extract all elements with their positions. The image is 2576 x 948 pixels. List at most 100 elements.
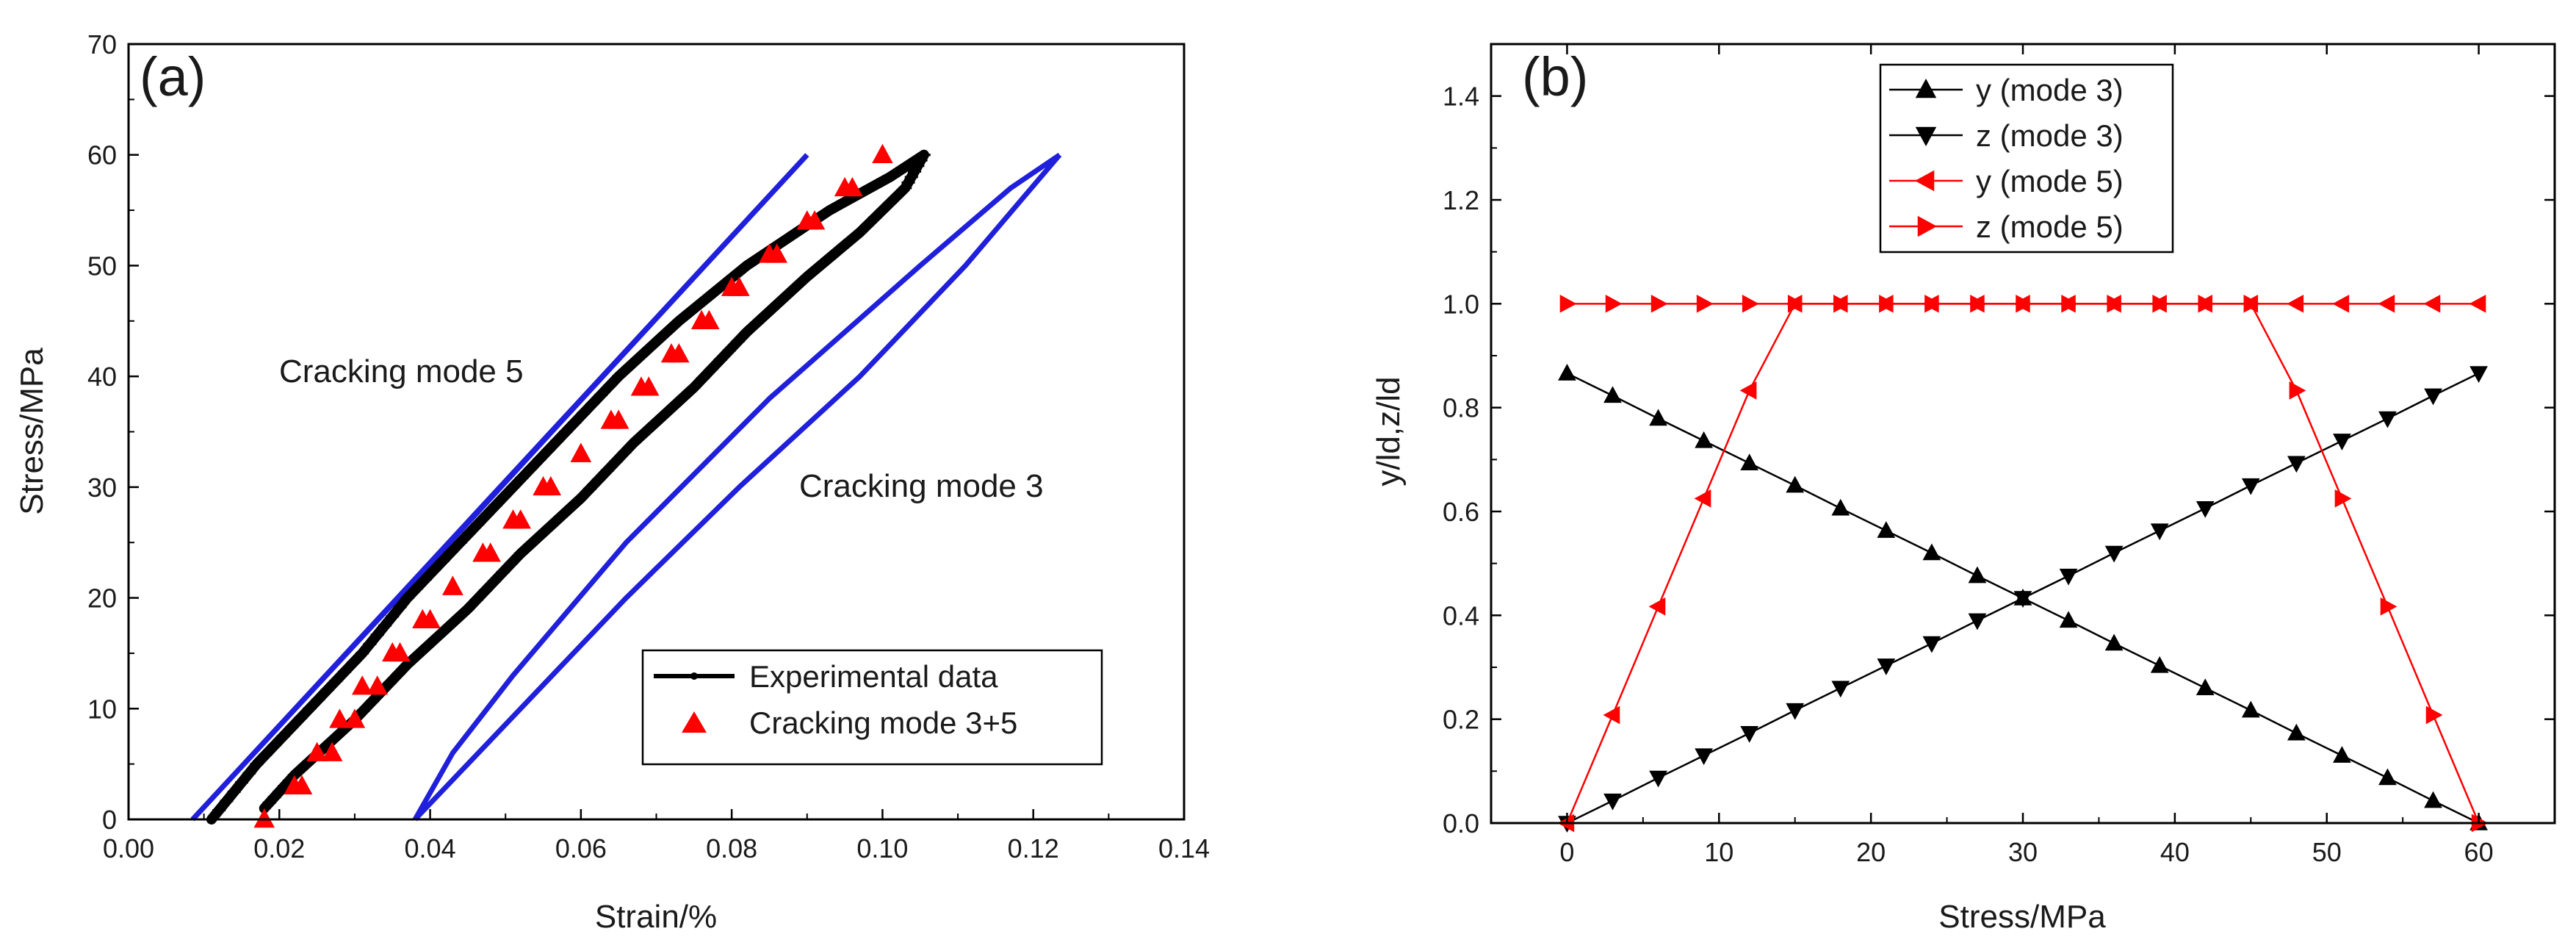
x-ticks-b: 0 10 20 30 40 50 60 <box>1490 44 2555 867</box>
series-marker-b-2 <box>2378 411 2397 428</box>
series-marker-b-2 <box>2241 478 2260 495</box>
y-tick-label-a: 50 <box>87 251 117 281</box>
cracking-mode-3-5-point <box>367 675 388 695</box>
series-marker-b-4 <box>1970 294 1987 313</box>
series-marker-b-1 <box>2378 768 2397 786</box>
series-marker-b-2 <box>1877 658 1896 675</box>
series-marker-b-2 <box>1603 793 1622 811</box>
series-marker-b-3 <box>2423 294 2441 313</box>
series-marker-b-2 <box>1649 770 1667 788</box>
series-marker-b-3 <box>1603 705 1620 725</box>
series-marker-b-2 <box>2059 568 2078 586</box>
series-marker-b-4 <box>1605 294 1623 313</box>
series-marker-b-4 <box>1787 294 1805 313</box>
series-marker-b-4 <box>2334 489 2352 508</box>
y-tick-label-a: 60 <box>87 140 117 170</box>
legend-b-label-3: y (mode 5) <box>1976 164 2124 198</box>
legend-box-a <box>641 649 1103 766</box>
series-marker-b-4 <box>2107 294 2124 313</box>
series-marker-b-4 <box>2425 705 2443 725</box>
y-tick-label-a: 70 <box>87 29 117 60</box>
series-marker-b-2 <box>1831 681 1850 698</box>
cracking-mode-3-5-point <box>533 475 554 496</box>
series-marker-b-2 <box>1740 725 1759 743</box>
series-marker-b-4 <box>2152 294 2170 313</box>
x-tick-label-a: 0.00 <box>103 833 154 863</box>
cracking-mode-5-unloading-line <box>190 153 809 822</box>
series-marker-b-2 <box>2424 388 2442 406</box>
x-tick-label-b: 0 <box>1559 837 1574 867</box>
x-tick-label-b: 30 <box>2008 837 2038 867</box>
panel-label-a: (a) <box>140 46 206 107</box>
cracking-mode-3-unloading-line <box>412 152 1061 821</box>
series-marker-b-4 <box>2289 381 2306 400</box>
cracking-mode-3-5-point <box>759 243 780 263</box>
series-marker-b-4 <box>1559 294 1577 313</box>
cracking-mode-3-5-point <box>872 143 893 163</box>
y-tick-label-b: 0.0 <box>1443 808 1479 839</box>
series-marker-b-2 <box>2013 591 2032 608</box>
series-marker-b-1 <box>2150 656 2169 673</box>
series-marker-b-4 <box>2016 294 2032 313</box>
y-tick-label-b: 0.8 <box>1443 393 1479 423</box>
legend-b-label-4: z (mode 5) <box>1976 209 2124 244</box>
x-tick-label-a: 0.10 <box>856 833 908 863</box>
legend-label-cracking-3-5: Cracking mode 3+5 <box>749 705 1017 740</box>
cracking-mode-3-5-point <box>834 176 856 197</box>
y-tick-label-a: 40 <box>87 362 117 392</box>
y-ticks-b: 0.0 0.2 0.4 0.6 0.8 1.0 1.2 1.4 <box>1443 82 2555 839</box>
annotation-cracking-mode-5: Cracking mode 5 <box>279 353 524 389</box>
x-axis-label-b: Stress/MPa <box>1938 899 2106 935</box>
cracking-mode-3-5-point <box>472 542 494 562</box>
y-tick-label-a: 30 <box>87 473 117 503</box>
x-tick-label-a: 0.04 <box>405 833 456 863</box>
x-tick-label-b: 10 <box>1704 837 1733 867</box>
legend-b-items: y (mode 3) z (mode 3) y (mode 5) z (mode 5) <box>1889 73 2124 244</box>
cracking-mode-3-5-point <box>321 741 343 761</box>
legend-b-label-2: z (mode 3) <box>1976 118 2124 153</box>
cracking-mode-3-5-point <box>690 309 712 330</box>
series-marker-b-3 <box>1648 597 1666 616</box>
x-tick-label-a: 0.12 <box>1008 833 1059 863</box>
series-marker-b-4 <box>2198 294 2215 313</box>
series-marker-b-1 <box>2287 723 2306 741</box>
cracking-mode-3-5-point <box>630 376 652 396</box>
y-tick-label-b: 1.2 <box>1443 185 1479 215</box>
cracking-mode-3-5-point <box>570 442 592 462</box>
series-marker-b-2 <box>2469 366 2488 384</box>
series-marker-b-1 <box>1831 498 1850 516</box>
cracking-mode-3-5-point <box>329 708 350 728</box>
x-tick-label-a: 0.06 <box>555 833 607 863</box>
y-tick-label-b: 0.6 <box>1443 497 1479 527</box>
y-tick-label-b: 1.4 <box>1443 82 1479 112</box>
series-marker-b-4 <box>2243 294 2261 313</box>
cracking-mode-3-5-point <box>284 775 306 795</box>
series-marker-b-1 <box>2104 633 2124 651</box>
cracking-mode-3-5-point <box>442 575 463 595</box>
series-marker-b-2 <box>2196 501 2215 518</box>
legend-b: y (mode 3) z (mode 3) y (mode 5) z (mode 5) <box>1879 63 2174 254</box>
x-tick-label-b: 60 <box>2464 837 2494 867</box>
series-line-b-4 <box>1567 303 2480 824</box>
series-marker-b-2 <box>2287 456 2306 473</box>
cracking-mode-3-5-point <box>382 642 403 662</box>
series-marker-b-4 <box>1879 294 1896 313</box>
series-marker-b-1 <box>2424 791 2442 808</box>
x-tick-label-a: 0.08 <box>706 833 757 863</box>
y-tick-label-a: 0 <box>102 805 117 835</box>
series-marker-b-3 <box>1694 489 1711 508</box>
series-marker-b-1 <box>1922 543 1941 561</box>
series-marker-b-4 <box>2061 294 2079 313</box>
cracking-mode-3-5-point <box>351 675 373 695</box>
plot-area-a <box>190 143 1062 828</box>
y-tick-label-a: 20 <box>87 583 117 614</box>
series-marker-b-4 <box>1833 294 1850 313</box>
cracking-mode-3-5-point <box>502 509 524 529</box>
series-marker-b-4 <box>1742 294 1759 313</box>
cracking-mode-3-5-point <box>660 343 682 363</box>
series-marker-b-3 <box>2378 294 2395 313</box>
x-ticks-a: 0.00 0.02 0.04 0.06 0.08 0.10 0.12 0.14 <box>103 809 1210 863</box>
x-tick-label-a: 0.02 <box>253 833 305 863</box>
chart-panel-b: 0 10 20 30 40 50 60 0.0 0.2 0.4 0.6 0.8 1.0 1.2 1.4 (… <box>1371 43 2556 935</box>
